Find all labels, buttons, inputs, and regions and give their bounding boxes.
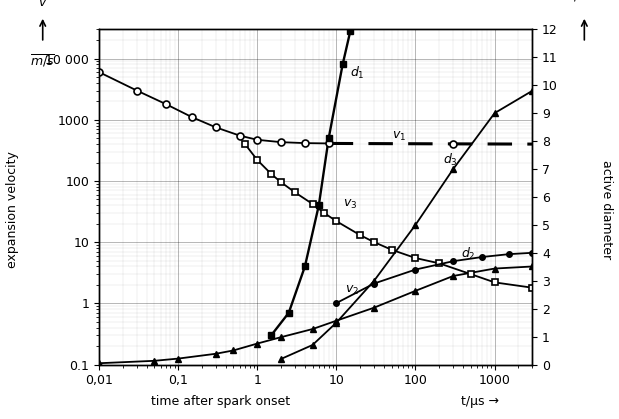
Text: $v_2$: $v_2$ [345, 284, 360, 297]
Text: $v_1$: $v_1$ [392, 130, 406, 143]
Text: time after spark onset: time after spark onset [151, 395, 290, 408]
Text: $\overline{m/s}$: $\overline{m/s}$ [30, 53, 55, 69]
Text: $d_3$: $d_3$ [443, 151, 457, 168]
Text: $v_3$: $v_3$ [343, 198, 357, 211]
Text: active diameter: active diameter [600, 160, 613, 259]
Text: expansion velocity: expansion velocity [6, 151, 19, 268]
Text: $v$: $v$ [38, 0, 48, 9]
Text: t/μs →: t/μs → [461, 395, 500, 408]
Text: d/mm: d/mm [566, 0, 602, 3]
Text: $d_1$: $d_1$ [350, 65, 365, 81]
Text: $d_2$: $d_2$ [461, 246, 476, 262]
